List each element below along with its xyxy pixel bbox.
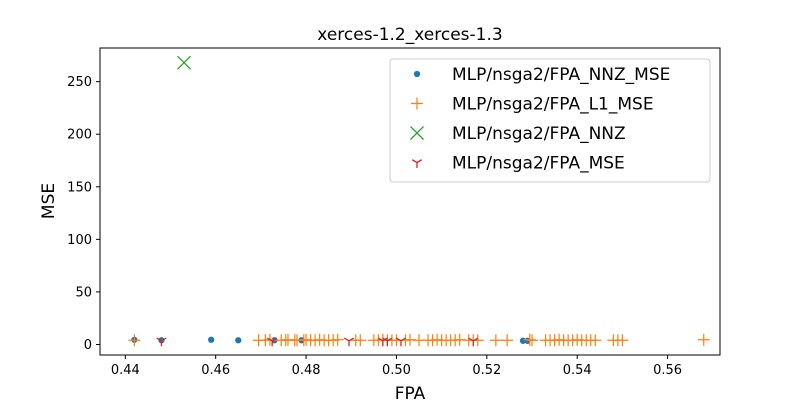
legend-label: MLP/nsga2/FPA_NNZ_MSE bbox=[452, 65, 670, 85]
data-point bbox=[468, 337, 479, 347]
y-tick-label: 50 bbox=[75, 285, 92, 300]
legend-marker bbox=[411, 159, 423, 168]
legend-marker bbox=[410, 126, 424, 140]
y-axis-label: MSE bbox=[39, 183, 59, 219]
legend-box bbox=[389, 58, 711, 183]
legend: MLP/nsga2/FPA_NNZ_MSE MLP/nsga2/FPA_L1_MS… bbox=[389, 58, 711, 183]
data-point bbox=[177, 55, 192, 70]
axis-ticks: 0.44 0.46 0.48 0.50 0.52 0.54 0.56 0 50 100 150 200… bbox=[67, 75, 682, 378]
data-point bbox=[208, 336, 215, 343]
data-point bbox=[235, 337, 242, 344]
series-3-points bbox=[156, 337, 479, 347]
data-point bbox=[697, 333, 710, 346]
y-tick-label: 0 bbox=[84, 338, 92, 353]
legend-marker bbox=[413, 70, 421, 78]
data-point bbox=[616, 334, 629, 347]
x-axis-label: FPA bbox=[395, 384, 426, 400]
data-point bbox=[128, 334, 141, 347]
data-point bbox=[526, 334, 539, 347]
legend-label: MLP/nsga2/FPA_L1_MSE bbox=[452, 95, 654, 115]
x-tick-label: 0.54 bbox=[563, 363, 592, 378]
data-point bbox=[382, 337, 393, 347]
y-tick-label: 250 bbox=[67, 75, 92, 90]
data-point bbox=[354, 334, 367, 347]
x-tick-label: 0.56 bbox=[653, 363, 682, 378]
data-point bbox=[267, 337, 278, 347]
x-tick-label: 0.50 bbox=[382, 363, 411, 378]
legend-label: MLP/nsga2/FPA_MSE bbox=[452, 154, 625, 174]
y-tick-label: 200 bbox=[67, 128, 92, 143]
data-point bbox=[501, 334, 514, 347]
y-tick-label: 150 bbox=[67, 180, 92, 195]
data-point bbox=[395, 337, 407, 347]
legend-label: MLP/nsga2/FPA_NNZ bbox=[452, 124, 626, 144]
data-point bbox=[489, 334, 502, 347]
data-point bbox=[331, 333, 344, 346]
data-point bbox=[589, 334, 602, 347]
legend-marker bbox=[411, 97, 423, 110]
plot-frame bbox=[99, 47, 721, 356]
chart-title: xerces-1.2_xerces-1.3 bbox=[317, 25, 502, 45]
x-tick-label: 0.48 bbox=[292, 363, 321, 378]
series-2-points bbox=[177, 55, 192, 70]
plot-points bbox=[128, 55, 710, 347]
x-tick-label: 0.52 bbox=[472, 363, 501, 378]
x-tick-label: 0.46 bbox=[201, 363, 230, 378]
data-point bbox=[156, 337, 167, 347]
x-tick-label: 0.44 bbox=[111, 363, 140, 378]
data-point bbox=[343, 337, 355, 347]
y-tick-label: 100 bbox=[67, 233, 92, 248]
series-1-points bbox=[128, 333, 710, 347]
